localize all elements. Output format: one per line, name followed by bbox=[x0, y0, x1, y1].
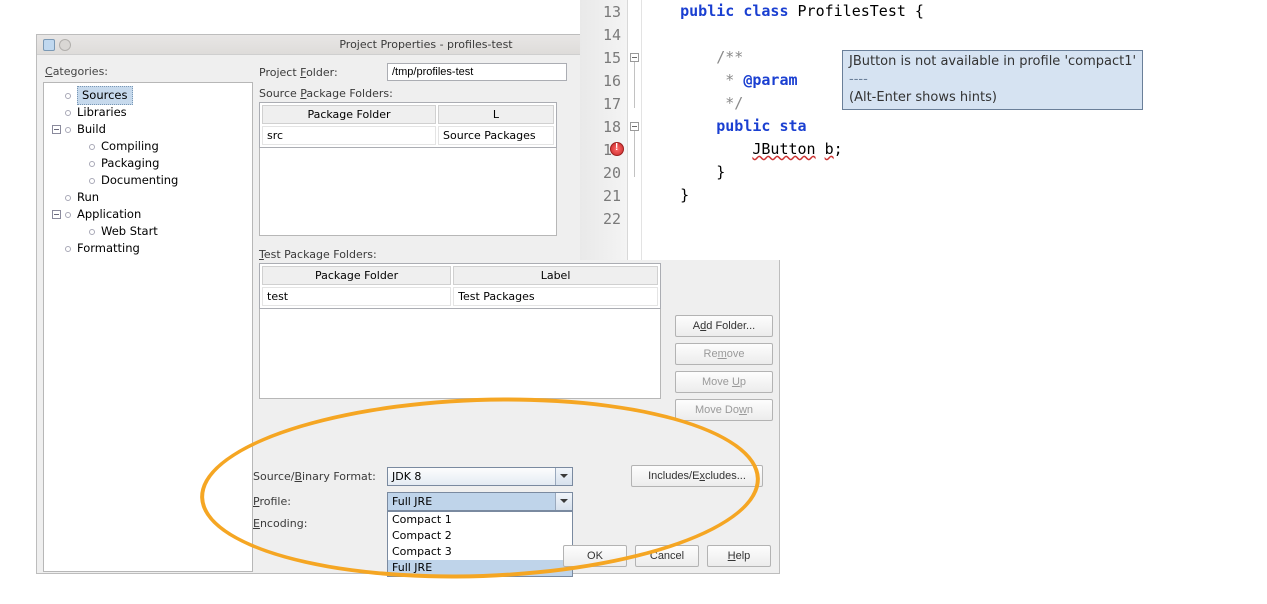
tooltip-hint: (Alt-Enter shows hints) bbox=[849, 89, 1136, 107]
profile-options-list[interactable]: Compact 1Compact 2Compact 3Full JRE bbox=[387, 511, 573, 577]
tree-item[interactable]: Packaging bbox=[46, 155, 250, 172]
code-line[interactable] bbox=[644, 23, 1267, 46]
code-line[interactable]: } bbox=[644, 161, 1267, 184]
table-col-header: L bbox=[438, 105, 554, 124]
test-packages-table[interactable]: Package Folder Label test Test Packages bbox=[259, 263, 661, 309]
profile-option[interactable]: Compact 1 bbox=[388, 512, 572, 528]
table-col-header: Label bbox=[453, 266, 658, 285]
code-line[interactable]: public class ProfilesTest { bbox=[644, 0, 1267, 23]
tree-item[interactable]: Formatting bbox=[46, 240, 250, 257]
add-folder-button[interactable]: Add Folder... bbox=[675, 315, 773, 337]
window-min-icon[interactable] bbox=[59, 39, 71, 51]
tree-item[interactable]: Libraries bbox=[46, 104, 250, 121]
tree-item[interactable]: Run bbox=[46, 189, 250, 206]
table-col-header: Package Folder bbox=[262, 266, 451, 285]
profile-option[interactable]: Compact 2 bbox=[388, 528, 572, 544]
tree-item[interactable]: Web Start bbox=[46, 223, 250, 240]
source-packages-pad bbox=[259, 148, 557, 236]
project-folder-label: Project Folder: bbox=[259, 66, 387, 79]
categories-label: Categories: bbox=[45, 65, 253, 78]
profile-label: Profile: bbox=[253, 495, 387, 508]
combo-value: JDK 8 bbox=[392, 470, 421, 483]
code-area[interactable]: public class ProfilesTest { /** * @param… bbox=[644, 0, 1267, 230]
source-binary-combo[interactable]: JDK 8 bbox=[387, 467, 573, 486]
test-packages-pad bbox=[259, 309, 661, 399]
project-folder-input[interactable] bbox=[387, 63, 567, 81]
source-packages-table[interactable]: Package Folder L src Source Packages bbox=[259, 102, 557, 148]
tree-item[interactable]: Compiling bbox=[46, 138, 250, 155]
table-row[interactable]: test Test Packages bbox=[262, 287, 658, 306]
encoding-label: Encoding: bbox=[253, 517, 387, 530]
fold-icon[interactable] bbox=[630, 53, 639, 62]
code-editor: 13141516171819202122 public class Profil… bbox=[580, 0, 1267, 260]
combo-value: Full JRE bbox=[392, 495, 432, 508]
code-line[interactable]: public sta bbox=[644, 115, 1267, 138]
error-tooltip: JButton is not available in profile 'com… bbox=[842, 50, 1143, 110]
table-col-header: Package Folder bbox=[262, 105, 436, 124]
table-row[interactable]: src Source Packages bbox=[262, 126, 554, 145]
tree-item[interactable]: Application bbox=[46, 206, 250, 223]
tree-item[interactable]: Sources bbox=[46, 87, 250, 104]
tree-item[interactable]: Documenting bbox=[46, 172, 250, 189]
profile-option[interactable]: Full JRE bbox=[388, 560, 572, 576]
window-icon bbox=[43, 39, 55, 51]
help-button[interactable]: Help bbox=[707, 545, 771, 567]
includes-excludes-button[interactable]: Includes/Excludes... bbox=[631, 465, 763, 487]
source-binary-label: Source/Binary Format: bbox=[253, 470, 387, 483]
profile-combo[interactable]: Full JRE bbox=[387, 492, 573, 511]
profile-option[interactable]: Compact 3 bbox=[388, 544, 572, 560]
code-line[interactable]: } bbox=[644, 184, 1267, 207]
error-icon[interactable] bbox=[610, 142, 624, 156]
move-down-button[interactable]: Move Down bbox=[675, 399, 773, 421]
chevron-down-icon[interactable] bbox=[555, 493, 572, 510]
cancel-button[interactable]: Cancel bbox=[635, 545, 699, 567]
categories-tree[interactable]: SourcesLibrariesBuildCompilingPackagingD… bbox=[43, 82, 253, 572]
chevron-down-icon[interactable] bbox=[555, 468, 572, 485]
remove-button[interactable]: Remove bbox=[675, 343, 773, 365]
tree-item[interactable]: Build bbox=[46, 121, 250, 138]
tooltip-message: JButton is not available in profile 'com… bbox=[849, 53, 1136, 71]
ok-button[interactable]: OK bbox=[563, 545, 627, 567]
fold-icon[interactable] bbox=[630, 122, 639, 131]
fold-column bbox=[628, 0, 642, 260]
move-up-button[interactable]: Move Up bbox=[675, 371, 773, 393]
line-gutter: 13141516171819202122 bbox=[580, 0, 628, 260]
code-line[interactable] bbox=[644, 207, 1267, 230]
code-line[interactable]: JButton b; bbox=[644, 138, 1267, 161]
